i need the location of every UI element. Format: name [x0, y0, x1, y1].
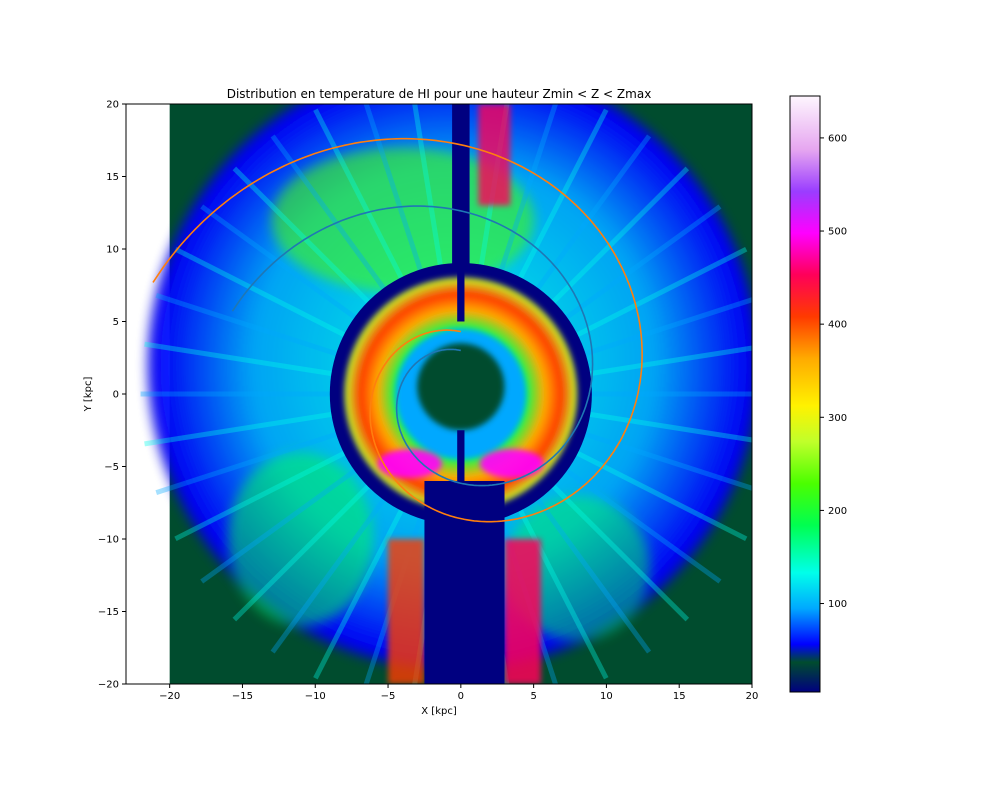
- spiral-overlays: [152, 137, 643, 523]
- colorbar-tick-label: 300: [828, 413, 847, 424]
- colorbar-tick-label: 400: [828, 320, 847, 331]
- central-core: [417, 343, 505, 431]
- x-tick-label: −15: [232, 691, 253, 702]
- x-tick-label: −10: [305, 691, 326, 702]
- hot-spot-right: [479, 449, 544, 479]
- warm-patch-southwest: [227, 452, 374, 626]
- chart-title: Distribution en temperature de HI pour u…: [227, 87, 652, 101]
- y-tick-label: 15: [106, 172, 119, 183]
- colorbar-ticks: 100 200 300 400 500 600: [820, 133, 847, 610]
- y-axis-label: Y [kpc]: [83, 377, 94, 413]
- colorbar-tick-label: 600: [828, 133, 847, 144]
- colorbar-tick-label: 200: [828, 506, 847, 517]
- x-tick-label: 15: [673, 691, 686, 702]
- top-stem-inner: [457, 263, 465, 322]
- colorbar-tick-label: 100: [828, 599, 847, 610]
- hot-spot-left: [377, 449, 442, 479]
- y-tick-label: 5: [113, 317, 119, 328]
- heatmap-emission-layers: [140, 104, 752, 684]
- heatmap-image: [140, 104, 752, 684]
- spiral-overlay-1: [231, 205, 594, 487]
- y-tick-label: −10: [98, 535, 119, 546]
- top-stem: [452, 104, 470, 264]
- x-axis-label: X [kpc]: [421, 706, 457, 717]
- y-tick-label: 20: [106, 100, 119, 111]
- x-tick-label: 10: [600, 691, 613, 702]
- bottom-stem-inner: [457, 430, 465, 481]
- stem-edge-left: [388, 539, 425, 684]
- y-tick-label: −5: [104, 462, 119, 473]
- x-tick-label: 0: [458, 691, 464, 702]
- x-tick-label: −20: [159, 691, 180, 702]
- colorbar: [789, 95, 821, 693]
- y-axis-ticks: −20 −15 −10 −5 0 5 10 15 20: [98, 100, 126, 691]
- spiral-overlay-2: [152, 137, 643, 523]
- bottom-stem: [424, 481, 505, 684]
- y-tick-label: −20: [98, 680, 119, 691]
- x-axis-ticks: −20 −15 −10 −5 0 5 10 15 20: [159, 684, 758, 702]
- y-tick-label: 10: [106, 245, 119, 256]
- x-tick-label: 5: [530, 691, 536, 702]
- x-tick-label: 20: [746, 691, 759, 702]
- y-tick-label: −15: [98, 607, 119, 618]
- colorbar-tick-label: 500: [828, 227, 847, 238]
- stem-edge-right: [504, 539, 541, 684]
- y-tick-label: 0: [113, 390, 119, 401]
- x-tick-label: −5: [381, 691, 396, 702]
